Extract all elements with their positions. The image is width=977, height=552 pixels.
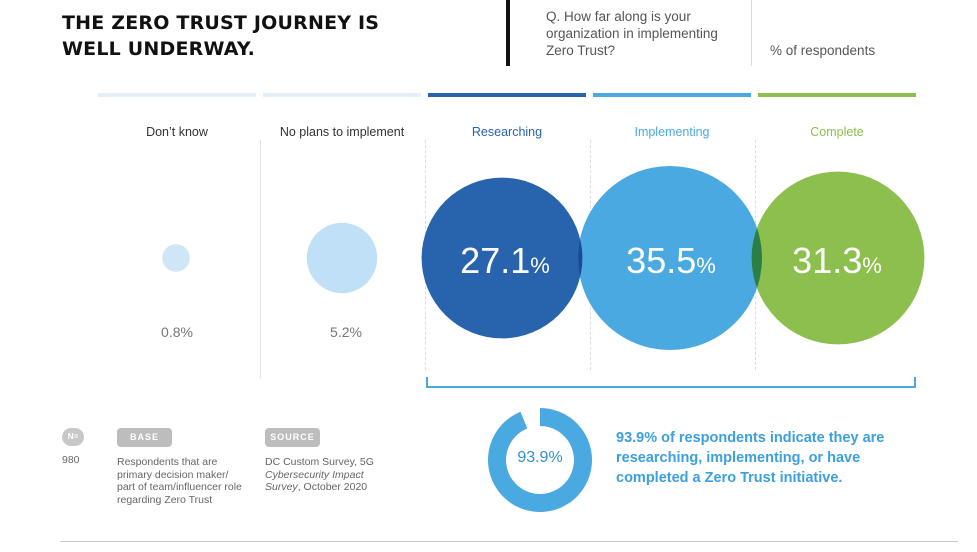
category-label-implementing: Implementing <box>634 125 710 139</box>
bottom-rule <box>60 541 958 542</box>
bubble-no-plans <box>306 222 378 294</box>
aggregate-summary: 93.9% of respondents indicate they are r… <box>616 430 885 486</box>
base-text: Respondents that are primary decision ma… <box>117 456 242 506</box>
percent-sign: % <box>696 253 716 278</box>
donut-segment <box>488 408 592 512</box>
source-text: DC Custom Survey, 5G Cybersecurity Impac… <box>265 456 385 494</box>
category-label-no-plans: No plans to implement <box>279 125 405 139</box>
column-separator <box>260 140 261 378</box>
aggregate-bracket <box>426 377 916 388</box>
category-label-dont-know: Don’t know <box>146 125 208 139</box>
survey-question: Q. How far along is your organization in… <box>546 9 718 58</box>
column-bar-dont-know <box>98 93 256 97</box>
value-label-dont-know: 0.8% <box>161 324 193 340</box>
category-label-complete: Complete <box>810 125 864 139</box>
bubble-dont-know <box>162 244 190 272</box>
source-text-part: , October 2020 <box>297 481 368 493</box>
value-number: 27.1 <box>460 240 531 281</box>
bubble-implementing <box>578 166 762 350</box>
header-divider-bar <box>506 0 510 66</box>
donut-chart <box>488 408 592 512</box>
column-bar-no-plans <box>263 93 421 97</box>
source-tag: SOURCE <box>265 428 320 447</box>
header-divider-thin <box>751 0 752 66</box>
donut-value-label: 93.9% <box>517 449 563 466</box>
title-line-2: WELL UNDERWAY. <box>62 38 256 60</box>
percent-sign: % <box>530 253 550 278</box>
bubble-researching <box>421 177 583 339</box>
category-label-researching: Researching <box>471 125 543 139</box>
value-label-researching: 27.1% <box>425 241 585 286</box>
value-label-complete: 31.3% <box>757 241 917 286</box>
units-label: % of respondents <box>770 43 876 58</box>
aggregate-donut: 93.9% <box>488 408 592 512</box>
percent-sign: % <box>862 253 882 278</box>
column-bar-complete <box>758 93 916 97</box>
page-title: THE ZERO TRUST JOURNEY IS WELL UNDERWAY. <box>62 10 482 62</box>
base-tag: BASE <box>117 428 172 447</box>
sample-size-value: 980 <box>62 454 80 466</box>
sample-size-badge: N= <box>62 428 84 446</box>
source-survey-name: Cybersecurity Impact Survey <box>265 468 364 494</box>
value-number: 31.3 <box>792 240 863 281</box>
source-text-part: DC Custom Survey, 5G <box>265 456 374 468</box>
value-number: 35.5 <box>626 240 697 281</box>
column-bar-implementing <box>593 93 751 97</box>
bubble-complete <box>751 171 925 345</box>
column-bar-researching <box>428 93 586 97</box>
title-line-1: THE ZERO TRUST JOURNEY IS <box>62 12 380 34</box>
value-label-no-plans: 5.2% <box>330 324 362 340</box>
value-label-implementing: 35.5% <box>591 241 751 286</box>
